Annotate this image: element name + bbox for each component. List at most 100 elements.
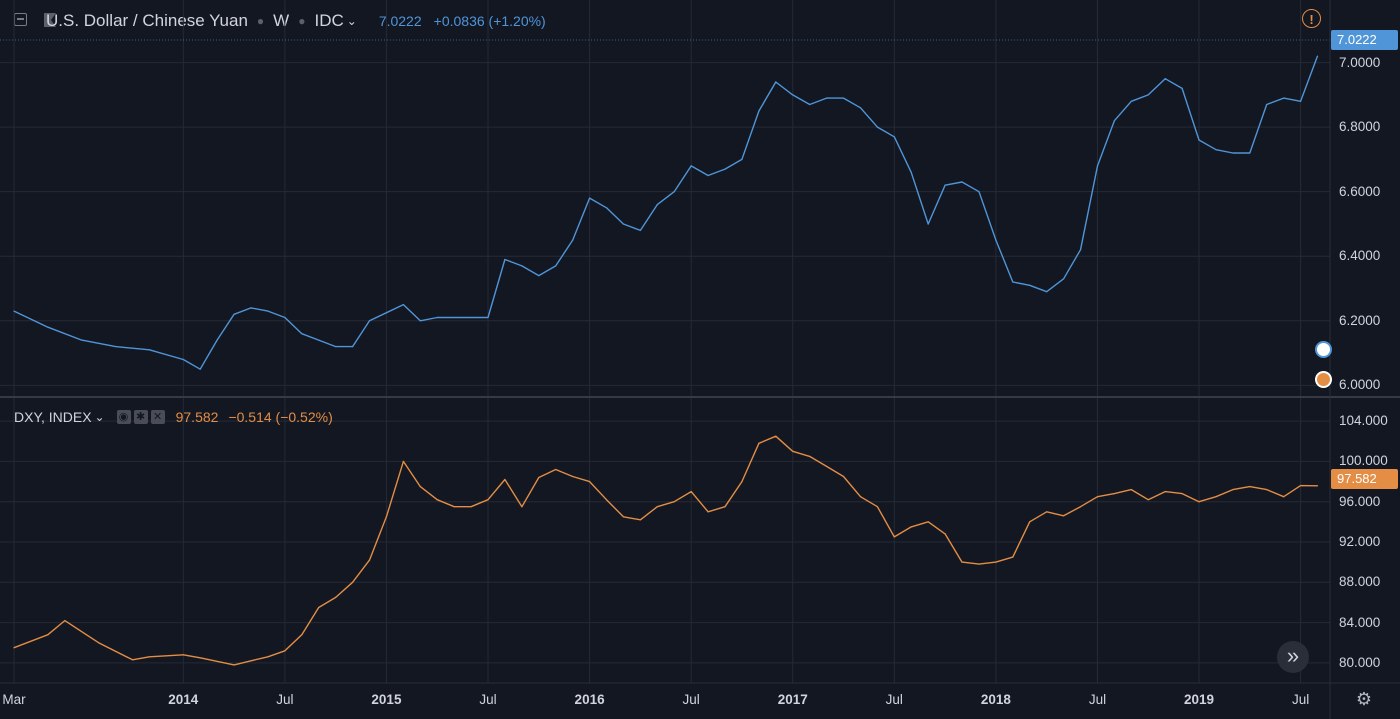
data-point <box>690 491 692 493</box>
time-axis-label: 2015 <box>371 692 402 707</box>
data-point <box>1147 499 1149 501</box>
dxy-series-line[interactable] <box>13 435 1318 666</box>
data-point <box>724 506 726 508</box>
data-point <box>1198 139 1200 141</box>
scroll-to-realtime-button[interactable]: » <box>1277 641 1309 673</box>
data-point <box>842 475 845 478</box>
settings-icon[interactable]: ✱ <box>133 410 148 424</box>
time-axis-label: Jul <box>479 692 497 707</box>
time-axis-label: 2014 <box>168 692 199 707</box>
price-axis-label: 92.000 <box>1339 533 1381 549</box>
settings-icon[interactable]: ⚙ <box>1355 689 1373 709</box>
price-axis-label: 84.000 <box>1339 614 1381 630</box>
data-point <box>961 561 963 563</box>
data-point <box>1096 165 1099 167</box>
data-point <box>589 481 591 483</box>
data-point <box>521 506 523 508</box>
data-point <box>182 654 184 656</box>
data-point <box>859 107 862 109</box>
data-point <box>944 533 946 535</box>
data-point <box>1130 489 1132 491</box>
chevron-down-icon[interactable]: ⌄ <box>94 410 105 424</box>
data-point <box>978 563 980 565</box>
data-point <box>436 499 438 501</box>
flag-icon[interactable] <box>44 13 56 27</box>
data-point <box>470 316 472 319</box>
price-axis-label: 88.000 <box>1339 574 1381 590</box>
data-point <box>419 320 421 322</box>
data-point <box>1181 87 1183 89</box>
alert-icon[interactable]: ! <box>1302 9 1321 28</box>
data-point <box>81 339 83 341</box>
data-point <box>301 634 303 636</box>
data-point <box>301 333 303 335</box>
indicator-legend[interactable]: DXY, INDEX ⌄ ◉ ✱ ✕ 97.582 −0.514 (−0.52%… <box>14 406 333 428</box>
data-point <box>1113 493 1115 495</box>
data-point <box>639 519 642 521</box>
data-point <box>859 496 862 498</box>
data-point <box>944 184 946 186</box>
data-point <box>1046 291 1048 293</box>
data-point <box>182 358 184 361</box>
data-point <box>318 339 320 341</box>
time-axis-label: Mar <box>2 692 26 707</box>
data-point <box>504 258 506 261</box>
time-axis-label: Jul <box>1088 692 1107 707</box>
dxy-badge-icon[interactable] <box>1315 371 1332 388</box>
data-point <box>216 339 218 341</box>
data-point <box>368 559 371 561</box>
exchange-label[interactable]: IDC <box>314 11 344 30</box>
main-series-legend[interactable]: U.S. Dollar / Chinese Yuan ● W ● IDC ⌄ 7… <box>38 8 546 34</box>
data-point <box>1283 97 1285 99</box>
data-point <box>98 642 100 644</box>
data-point <box>656 506 658 508</box>
data-point <box>250 307 252 309</box>
data-point <box>284 650 286 652</box>
data-point <box>1113 120 1115 122</box>
data-point <box>148 656 150 658</box>
data-point <box>1181 493 1183 495</box>
chevron-down-icon[interactable]: ⌄ <box>346 14 357 28</box>
data-point <box>148 349 150 351</box>
data-point <box>826 465 828 467</box>
data-point <box>1266 103 1268 106</box>
data-point <box>352 581 354 583</box>
data-point <box>1012 556 1014 558</box>
time-axis-label: 2018 <box>980 692 1011 707</box>
change-value: −0.514 (−0.52%) <box>228 409 333 425</box>
time-axis-label: Jul <box>682 692 700 707</box>
price-axis-label: 7.0000 <box>1339 54 1381 70</box>
data-point <box>402 460 404 462</box>
data-point <box>504 478 506 481</box>
price-axis-label: 100.000 <box>1339 453 1388 469</box>
time-axis-label: 2017 <box>777 692 808 707</box>
data-point <box>199 657 201 659</box>
data-point <box>1063 515 1065 517</box>
data-point <box>910 526 912 528</box>
symbol-title[interactable]: U.S. Dollar / Chinese Yuan <box>46 11 248 30</box>
data-point <box>1300 100 1302 102</box>
close-icon[interactable]: ✕ <box>150 410 165 424</box>
visibility-icon[interactable]: ◉ <box>116 410 131 424</box>
data-point <box>555 468 557 471</box>
data-point <box>1215 496 1217 498</box>
data-point <box>368 320 371 322</box>
data-point <box>910 171 912 173</box>
price-axis-label: 6.4000 <box>1339 248 1381 264</box>
data-point <box>47 634 49 636</box>
price-tag-dxy: 97.582 <box>1331 469 1398 489</box>
data-point <box>1164 78 1166 80</box>
data-point <box>13 647 15 649</box>
data-point <box>1079 506 1082 508</box>
symbol-title[interactable]: DXY, INDEX <box>14 409 92 425</box>
usdcny-series-line[interactable] <box>13 55 1319 370</box>
data-point <box>267 656 269 658</box>
data-point <box>13 310 15 312</box>
data-point <box>724 168 726 170</box>
data-point <box>572 239 574 241</box>
data-point <box>1249 486 1251 488</box>
last-value: 97.582 <box>175 409 219 425</box>
data-point <box>1012 281 1014 283</box>
flag-badge-icon[interactable] <box>1315 341 1332 358</box>
